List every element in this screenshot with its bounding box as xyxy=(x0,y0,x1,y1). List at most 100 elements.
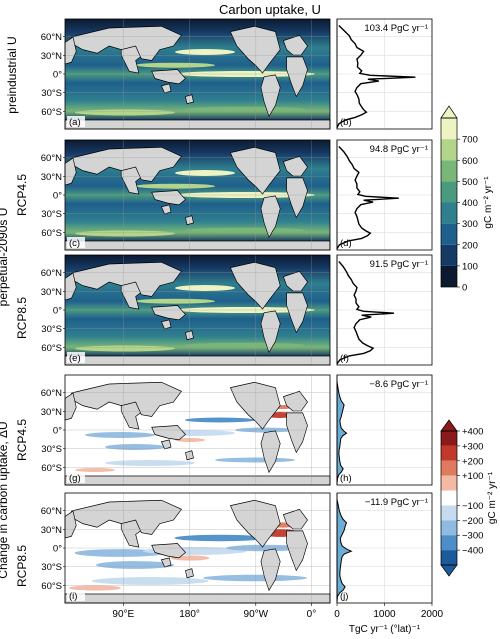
change-colorbar-tick-label: −200 xyxy=(462,516,483,527)
change-colorbar-bin xyxy=(441,505,457,521)
lat-tick-label: 60°S xyxy=(41,343,62,354)
change-colorbar-tick-label: +400 xyxy=(462,427,483,438)
row-label-rcp45-change: RCP4.5 xyxy=(15,419,29,461)
anomaly-streak xyxy=(74,549,166,557)
lat-tick-label: 30°S xyxy=(41,324,62,335)
uptake-colorbar-tick-label: 700 xyxy=(462,135,478,146)
panel-letter-bg xyxy=(67,116,85,127)
map-panels: 60°N 30°N 0° 30°S 60°S (a) 60°N 30°N 0° 30°S 60°S (… xyxy=(41,18,331,604)
change-colorbar-tick-label: +100 xyxy=(462,471,483,482)
kuroshio-band xyxy=(175,49,235,55)
southern-ocean-band xyxy=(185,342,305,348)
uptake-profile-line xyxy=(336,25,416,129)
map-panel: 60°N 30°N 0° 30°S 60°S (g) xyxy=(41,374,331,486)
change-colorbar-extend-bottom xyxy=(440,564,458,577)
uptake-change-area xyxy=(336,381,348,484)
uptake-colorbar-tick-label: 600 xyxy=(462,156,478,167)
uptake-colorbar-tick-label: 100 xyxy=(462,261,478,272)
panel-letter: (f) xyxy=(340,353,349,364)
profile-panel: −8.6 PgC yr⁻¹ (h) xyxy=(336,374,433,486)
lon-tick-label: 0° xyxy=(307,609,317,620)
anomaly-streak xyxy=(75,468,115,472)
lat-tick-label: 0° xyxy=(53,70,62,81)
total-annotation: −11.9 PgC yr⁻¹ xyxy=(365,497,428,508)
colorbars: 0 100 200 300 400 500 600 700 gC m⁻² yr⁻¹ +400 +30… xyxy=(440,105,498,577)
row-group-preindustrial: preindustrial U xyxy=(5,36,19,113)
map-panel: 60°N 30°N 0° 30°S 60°S (c) xyxy=(41,139,331,251)
profile-panel: 91.5 PgC yr⁻¹ (f) xyxy=(336,254,433,366)
kuroshio-band xyxy=(175,285,235,291)
uptake-colorbar-bin xyxy=(441,202,457,224)
uptake-colorbar-bin xyxy=(441,118,457,140)
anomaly-streak xyxy=(175,438,205,442)
panel-letter: (e) xyxy=(69,353,81,364)
panel-letter: (j) xyxy=(340,591,348,602)
panel-letter: (h) xyxy=(340,473,352,484)
subtropical-band xyxy=(135,298,215,304)
lat-tick-label: 60°N xyxy=(41,506,62,517)
kuroshio-band xyxy=(175,170,235,176)
lon-tick-label: 90°W xyxy=(244,609,269,620)
southern-ocean-band xyxy=(75,109,175,116)
lat-tick-label: 60°S xyxy=(41,107,62,118)
total-annotation: −8.6 PgC yr⁻¹ xyxy=(369,379,428,390)
uptake-colorbar-bin xyxy=(441,160,457,182)
total-annotation: 103.4 PgC yr⁻¹ xyxy=(364,23,428,34)
panel-letter-bg xyxy=(67,472,85,483)
change-colorbar-bin xyxy=(441,460,457,476)
profile-panel: 103.4 PgC yr⁻¹ (b) xyxy=(336,18,433,130)
figure-title: Carbon uptake, U xyxy=(219,2,321,17)
uptake-colorbar-bin xyxy=(441,223,457,245)
profile-frame xyxy=(336,18,433,130)
subtropical-band xyxy=(135,62,215,68)
change-colorbar-bin xyxy=(441,535,457,551)
southern-ocean-band xyxy=(75,230,175,237)
uptake-colorbar-bin xyxy=(441,139,457,161)
uptake-colorbar-bin xyxy=(441,265,457,287)
anomaly-streak xyxy=(174,534,266,542)
uptake-colorbar-tick-label: 400 xyxy=(462,198,478,209)
change-colorbar-extend-top xyxy=(440,419,458,432)
row-label-rcp45-uptake: RCP4.5 xyxy=(15,174,29,216)
change-colorbar-tick-label: +200 xyxy=(462,456,483,467)
profile-frame xyxy=(336,254,433,366)
change-colorbar-bin xyxy=(441,475,457,491)
lat-tick-label: 60°S xyxy=(41,228,62,239)
lat-tick-label: 60°S xyxy=(41,581,62,592)
map-panel: 60°N 30°N 0° 30°S 60°S (e) xyxy=(41,254,331,366)
map-panel: 60°N 30°N 0° 30°S 60°S (i) xyxy=(41,492,331,604)
change-colorbar-label: gC m⁻² yr⁻¹ xyxy=(487,471,498,524)
total-annotation: 91.5 PgC yr⁻¹ xyxy=(370,259,428,270)
map-panel: 60°N 30°N 0° 30°S 60°S (a) xyxy=(41,18,331,130)
anomaly-streak xyxy=(105,460,195,466)
panel-letter: (b) xyxy=(340,117,352,128)
uptake-profile-line xyxy=(336,261,395,365)
row-group-perpetual: perpetual-2090s U xyxy=(0,208,10,307)
panel-letter: (a) xyxy=(69,117,81,128)
anomaly-streak xyxy=(91,577,209,585)
lon-tick-label: 90°E xyxy=(112,609,134,620)
anomaly-streak xyxy=(85,432,155,438)
anomaly-streak xyxy=(215,457,295,463)
profile-panel: 94.8 PgC yr⁻¹ (d) xyxy=(336,139,433,251)
lat-tick-label: 30°N xyxy=(41,407,62,418)
anomaly-streak xyxy=(105,444,165,450)
total-annotation: 94.8 PgC yr⁻¹ xyxy=(370,144,428,155)
uptake-colorbar-tick-label: 200 xyxy=(462,240,478,251)
uptake-change-area xyxy=(336,499,353,602)
lat-tick-label: 30°S xyxy=(41,88,62,99)
change-colorbar-tick-label: +300 xyxy=(462,441,483,452)
lat-tick-label: 30°N xyxy=(41,51,62,62)
anomaly-streak xyxy=(185,417,255,423)
uptake-colorbar-extend xyxy=(440,105,458,119)
panel-letter: (c) xyxy=(69,238,80,249)
row-label-rcp85-uptake: RCP8.5 xyxy=(15,297,29,339)
lat-tick-label: 0° xyxy=(53,544,62,555)
lat-tick-label: 60°N xyxy=(41,153,62,164)
lat-tick-label: 30°S xyxy=(41,444,62,455)
uptake-colorbar-tick-label: 500 xyxy=(462,177,478,188)
southern-ocean-band xyxy=(185,227,305,233)
change-colorbar-bin xyxy=(441,490,457,506)
profile-frame xyxy=(336,374,433,486)
